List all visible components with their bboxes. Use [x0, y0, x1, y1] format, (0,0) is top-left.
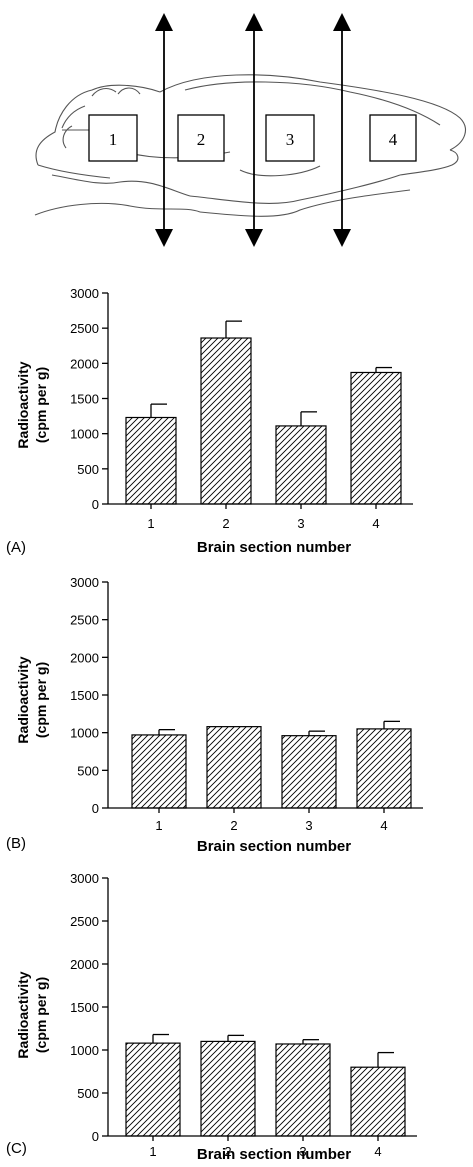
y-tick-label: 1000	[70, 427, 99, 442]
section-label-1: 1	[109, 130, 118, 149]
x-axis-title: Brain section number	[197, 1146, 351, 1163]
bar-section-4	[350, 1066, 406, 1137]
bar-section-1	[125, 1042, 181, 1137]
x-tick-label: 2	[224, 1144, 231, 1159]
x-axis-title: Brain section number	[197, 539, 351, 556]
x-tick-label: 1	[149, 1144, 156, 1159]
y-tick-label: 500	[77, 763, 99, 778]
y-tick-label: 2500	[70, 613, 99, 628]
x-axis: 1 2 3 4	[108, 807, 423, 833]
y-tick-label: 3000	[70, 871, 99, 886]
y-axis-title-line1: Radioactivity	[15, 361, 31, 448]
y-axis-title-line2: (cpm per g)	[33, 367, 49, 443]
y-axis-title: Radioactivity (cpm per g)	[15, 361, 49, 448]
x-tick-label: 4	[374, 1144, 381, 1159]
y-tick-label: 1000	[70, 1043, 99, 1058]
y-tick-label: 1500	[70, 1000, 99, 1015]
bar-section-4	[356, 728, 412, 809]
section-label-3: 3	[286, 130, 295, 149]
x-tick-label: 3	[299, 1144, 306, 1159]
section-box-1: 1	[88, 114, 138, 162]
y-axis-title-line2: (cpm per g)	[33, 662, 49, 738]
y-tick-label: 2500	[70, 914, 99, 929]
bar-section-2	[200, 1040, 256, 1137]
y-axis-title: Radioactivity (cpm per g)	[15, 656, 49, 743]
x-axis-title: Brain section number	[197, 838, 351, 855]
y-tick-label: 0	[92, 1129, 99, 1144]
panel-label: (B)	[6, 835, 26, 852]
x-tick-label: 1	[147, 516, 154, 531]
x-axis: 1 2 3 4	[108, 503, 413, 531]
x-tick-label: 4	[380, 818, 387, 833]
bar-chart-c: Radioactivity (cpm per g) 05001000150020…	[6, 871, 417, 1163]
bars	[125, 1033, 406, 1137]
bar-section-1	[131, 734, 187, 809]
section-box-4: 4	[369, 114, 417, 162]
y-tick-label: 2500	[70, 321, 99, 336]
panel-label: (C)	[6, 1140, 27, 1157]
y-tick-label: 0	[92, 801, 99, 816]
y-tick-label: 2000	[70, 650, 99, 665]
y-axis-title-line1: Radioactivity	[15, 971, 31, 1058]
y-tick-label: 500	[77, 1086, 99, 1101]
bar-section-3	[275, 425, 327, 505]
y-tick-label: 1000	[70, 726, 99, 741]
section-box-3: 3	[265, 114, 315, 162]
y-tick-label: 0	[92, 497, 99, 512]
y-axis-title-line1: Radioactivity	[15, 656, 31, 743]
x-tick-label: 3	[297, 516, 304, 531]
x-tick-label: 2	[230, 818, 237, 833]
bar-chart-a: Radioactivity (cpm per g) 05001000150020…	[6, 286, 413, 556]
y-axis: 0 500 1000 1500 2000 2500 3000	[70, 871, 109, 1144]
bars	[131, 720, 412, 809]
bar-section-2	[206, 726, 262, 809]
bar-section-3	[281, 735, 337, 809]
y-axis-title: Radioactivity (cpm per g)	[15, 971, 49, 1058]
y-tick-label: 1500	[70, 392, 99, 407]
y-axis-title-line2: (cpm per g)	[33, 977, 49, 1053]
section-label-2: 2	[197, 130, 206, 149]
x-tick-label: 2	[222, 516, 229, 531]
panel-label: (A)	[6, 539, 26, 556]
y-tick-label: 3000	[70, 575, 99, 590]
section-label-4: 4	[389, 130, 398, 149]
section-box-2: 2	[177, 114, 225, 162]
y-tick-label: 500	[77, 462, 99, 477]
x-axis: 1 2 3 4	[108, 1135, 417, 1159]
bar-chart-b: Radioactivity (cpm per g) 05001000150020…	[6, 575, 423, 855]
y-tick-label: 2000	[70, 957, 99, 972]
x-tick-label: 3	[305, 818, 312, 833]
x-tick-label: 1	[155, 818, 162, 833]
y-axis: 0 500 1000 1500 2000 2500 3000	[70, 575, 109, 816]
y-tick-label: 3000	[70, 286, 99, 301]
bars	[125, 320, 402, 505]
bar-section-4	[350, 371, 402, 505]
brain-section-diagram: 1 2 3 4	[34, 13, 466, 247]
bar-section-1	[125, 416, 177, 505]
bar-section-3	[275, 1043, 331, 1137]
x-tick-label: 4	[372, 516, 379, 531]
y-tick-label: 2000	[70, 356, 99, 371]
y-axis: 0 500 1000 1500 2000 2500 3000	[70, 286, 109, 512]
bar-section-2	[200, 337, 252, 505]
y-tick-label: 1500	[70, 688, 99, 703]
